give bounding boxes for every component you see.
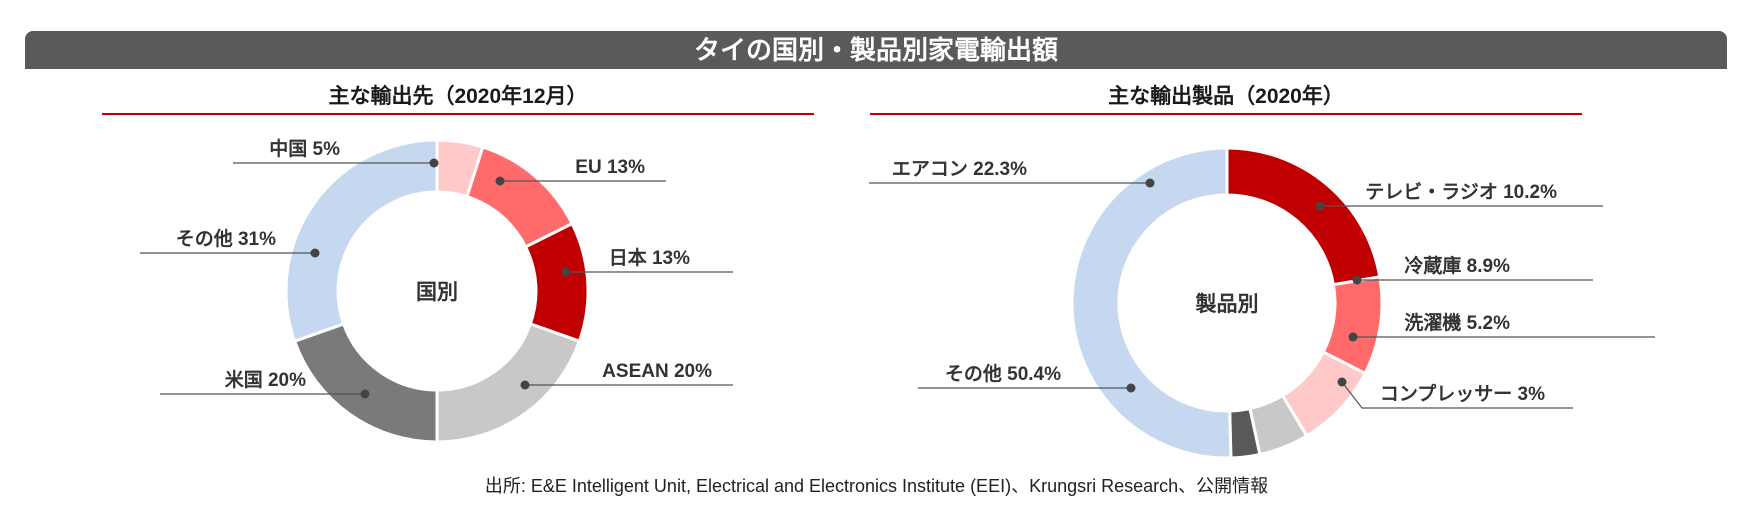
donut-1-dot-0	[1145, 178, 1155, 188]
donut-0-data-label-0: 中国 5%	[269, 137, 340, 160]
donut-0-slice-4	[292, 321, 439, 444]
donut-0-data-label-4: 米国 20%	[225, 368, 306, 391]
donut-0-dot-4	[360, 389, 370, 399]
donut-0-dot-3	[520, 380, 530, 390]
donut-1-slice-5	[1070, 146, 1233, 460]
donut-0-data-label-3: ASEAN 20%	[602, 361, 712, 382]
donut-1-dot-5	[1126, 383, 1136, 393]
donut-1-dot-4	[1337, 377, 1347, 387]
donut-1-data-label-0: エアコン 22.3%	[892, 159, 1027, 180]
donut-1-center-label: 製品別	[1195, 292, 1259, 316]
donut-1-data-label-3: 洗濯機 5.2%	[1404, 311, 1510, 334]
donut-1-leader-4	[1341, 381, 1573, 409]
donut-1-dot-3	[1348, 332, 1358, 342]
chart-title: タイの国別・製品別家電輸出額	[693, 35, 1058, 65]
donut-1-slice-0	[1225, 146, 1382, 287]
donut-0-slice-5	[284, 138, 439, 344]
donut-1-data-label-4: コンプレッサー 3%	[1380, 382, 1545, 405]
left-chart-subtitle: 主な輸出先（2020年12月）	[328, 85, 588, 108]
donut-0-data-label-1: EU 13%	[575, 157, 645, 178]
donut-1-data-label-5: その他 50.4%	[945, 362, 1061, 385]
donut-0-dot-2	[561, 267, 571, 277]
right-chart-subtitle: 主な輸出製品（2020年）	[1108, 85, 1344, 108]
donut-0-slice-2	[523, 221, 590, 344]
donut-0-dot-5	[310, 248, 320, 258]
left-subtitle-underline	[102, 113, 814, 115]
donut-1-data-label-1: テレビ・ラジオ 10.2%	[1365, 181, 1557, 203]
source-note: 出所: E&E Intelligent Unit, Electrical and…	[484, 476, 1269, 496]
donut-1-dot-2	[1352, 275, 1362, 285]
title-banner: タイの国別・製品別家電輸出額	[25, 31, 1727, 69]
right-subtitle-underline	[870, 113, 1582, 115]
donut-1-dot-1	[1315, 201, 1325, 211]
donut-0-data-label-2: 日本 13%	[609, 246, 690, 269]
donut-0-dot-1	[495, 176, 505, 186]
donut-0-slice-3	[435, 321, 582, 444]
donut-0-dot-0	[429, 158, 439, 168]
donut-0-center-label: 国別	[416, 281, 458, 304]
donut-0-data-label-5: その他 31%	[176, 227, 276, 250]
donut-1-data-label-2: 冷蔵庫 8.9%	[1404, 254, 1510, 277]
